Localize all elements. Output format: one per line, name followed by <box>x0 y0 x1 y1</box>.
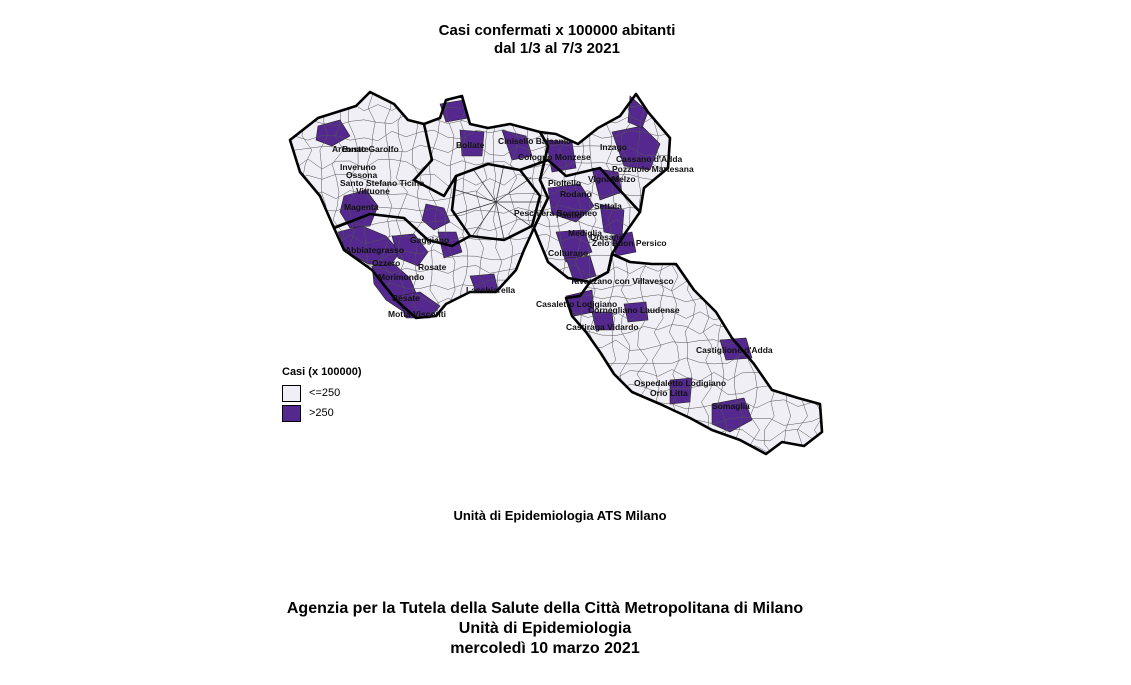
map-label: Casaletto Lodigiano <box>536 299 617 309</box>
legend-swatch-low <box>282 384 301 402</box>
municipality-border-h <box>290 308 822 322</box>
map-label: Tavazzano con Villavesco <box>570 276 674 286</box>
map-label: Ossona <box>346 170 377 180</box>
city-district-border <box>452 201 497 216</box>
map-title-line1: Casi confermati x 100000 abitanti <box>438 22 676 39</box>
map-title-line2: dal 1/3 al 7/3 2021 <box>494 40 620 57</box>
map-label: Santo Stefano Ticino <box>340 178 424 188</box>
map-label: Peschiera Borromeo <box>514 208 597 218</box>
map-label: Cassano d'Adda <box>616 154 683 164</box>
city-district-border <box>495 201 532 227</box>
municipality-high-15 <box>555 229 593 263</box>
outline-lodi <box>564 252 824 456</box>
municipality-high-16 <box>565 255 597 283</box>
map-label: Settala <box>594 201 622 211</box>
map-label: Inzago <box>600 142 627 152</box>
map-label: Ospedaletto Lodigiano <box>634 378 726 388</box>
outline-milano-city <box>450 162 542 242</box>
municipality-high-23 <box>623 301 649 323</box>
municipality-border-h <box>290 323 822 336</box>
map-label: Colturano <box>548 248 588 258</box>
map-label: Orio Litta <box>650 388 688 398</box>
legend-label-low: <=250 <box>309 387 341 399</box>
legend-label-high: >250 <box>309 407 334 419</box>
legend-item-low: <=250 <box>282 383 362 403</box>
city-district-border <box>452 188 497 203</box>
municipality-border-v <box>652 92 664 454</box>
map-label: Besate <box>392 293 420 303</box>
map-label: Zelo Buon Persico <box>592 238 667 248</box>
map-label: Magenta <box>344 202 379 212</box>
municipality-border-h <box>290 278 822 292</box>
map-label: Pioltello <box>548 178 581 188</box>
outline-milano-est <box>532 92 672 284</box>
municipality-high-20 <box>627 95 649 129</box>
city-district-border <box>495 201 505 240</box>
map-label: Motta Visconti <box>388 309 446 319</box>
outline-nord-est <box>519 158 641 213</box>
city-district-border <box>495 164 505 203</box>
map-label: Castiraga Vidardo <box>566 322 639 332</box>
municipality-high-2 <box>339 189 379 229</box>
map-label: Arconate <box>332 144 369 154</box>
municipality-high-27 <box>711 397 753 433</box>
legend-swatch-high <box>282 404 301 422</box>
map-label: Ozzero <box>372 258 400 268</box>
page-footer: Agenzia per la Tutela della Salute della… <box>0 599 1090 659</box>
map-label: Pozzuolo Martesana <box>612 164 694 174</box>
map-label: Busto Garolfo <box>342 144 399 154</box>
footer-unit: Unità di Epidemiologia <box>458 620 632 637</box>
municipality-border-h <box>290 92 822 96</box>
city-district-border <box>472 201 497 236</box>
territory-fill <box>290 92 822 454</box>
legend-title: Casi (x 100000) <box>282 366 362 378</box>
municipality-high-24 <box>591 311 615 331</box>
map-label: Rodano <box>560 189 592 199</box>
municipality-labels: Magenta Abbiategrasso Ozzero Morimondo Besat… <box>332 136 773 411</box>
map-label: Cinisello Balsamo <box>498 136 571 146</box>
map-label: Castiglione d'Adda <box>696 345 773 355</box>
map-label: Vittuone <box>356 186 390 196</box>
legend: Casi (x 100000) <=250 >250 <box>282 366 362 423</box>
map-label: Dresano <box>590 232 624 242</box>
outline-sud-ovest <box>333 212 471 248</box>
municipality-high-14 <box>547 183 595 223</box>
map-label: Gaggiano <box>410 235 449 245</box>
map-label: Melzo <box>612 174 636 184</box>
map-label: Cornegliano Laudense <box>588 305 680 315</box>
map-label: Morimondo <box>378 272 424 282</box>
municipality-high-10 <box>501 129 533 161</box>
municipality-border-h <box>290 443 822 454</box>
map-label: Bollate <box>456 140 485 150</box>
map-label: Inveruno <box>340 162 376 172</box>
map-label: Cologno Monzese <box>518 152 591 162</box>
municipality-high-7 <box>421 203 451 231</box>
municipality-high-6 <box>391 233 429 267</box>
footer-date: mercoledì 10 marzo 2021 <box>450 640 640 657</box>
district-outlines <box>288 90 824 456</box>
outline-nord-ovest <box>412 123 458 198</box>
municipality-high-25 <box>719 337 753 361</box>
map-title: Casi confermati x 100000 abitanti dal 1/… <box>0 22 1114 58</box>
map-label: Vignate <box>588 174 619 184</box>
map-label: Somaglia <box>712 401 750 411</box>
footer-agency: Agenzia per la Tutela della Salute della… <box>286 600 804 617</box>
map-label: Paullo <box>556 210 582 220</box>
map-label: Rosate <box>418 262 447 272</box>
legend-item-high: >250 <box>282 403 362 423</box>
municipality-high-19 <box>611 125 661 171</box>
city-district-border <box>472 168 497 203</box>
map-label: Abbiategrasso <box>345 245 404 255</box>
map-label: Lacchiarella <box>466 285 515 295</box>
city-district-border <box>495 177 532 203</box>
municipality-high-1 <box>315 119 351 147</box>
map-credit: Unità di Epidemiologia ATS Milano <box>453 508 667 523</box>
map-label: Mediglia <box>568 228 602 238</box>
